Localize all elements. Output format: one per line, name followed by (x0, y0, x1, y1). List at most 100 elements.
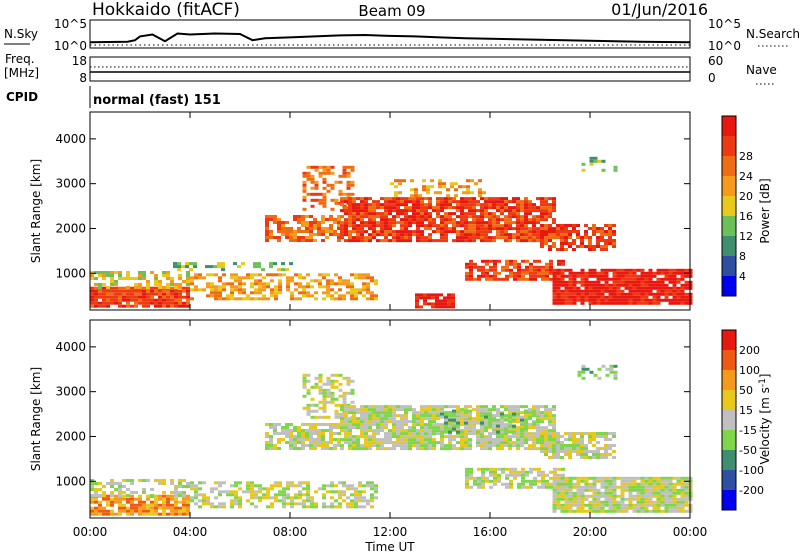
heatmap-cell (130, 289, 134, 293)
heatmap-cell (126, 289, 130, 293)
heatmap-cell (464, 435, 468, 439)
heatmap-cell (524, 409, 528, 413)
heatmap-cell (596, 286, 601, 290)
heatmap-cell (524, 239, 528, 243)
heatmap-cell (528, 221, 532, 225)
heatmap-cell (560, 441, 564, 444)
heatmap-cell (310, 204, 315, 208)
heatmap-cell (504, 408, 508, 412)
heatmap-cell (194, 276, 198, 280)
heatmap-cell (560, 295, 565, 299)
heatmap-cell (652, 295, 657, 299)
heatmap-cell (246, 487, 250, 491)
heatmap-cell (427, 302, 431, 306)
heatmap-cell (500, 203, 504, 207)
heatmap-cell (436, 215, 440, 219)
heatmap-cell (270, 484, 274, 488)
heatmap-cell (301, 429, 305, 432)
heatmap-cell (632, 283, 637, 287)
heatmap-cell (270, 496, 274, 500)
heatmap-cell (636, 268, 641, 272)
heatmap-cell (520, 206, 524, 210)
heatmap-cell (400, 426, 404, 430)
heatmap-cell (416, 200, 420, 204)
heatmap-cell (254, 490, 258, 494)
heatmap-cell (541, 482, 545, 486)
heatmap-cell (350, 180, 355, 184)
heatmap-cell (556, 479, 561, 483)
colorbar-tick-label: 4 (739, 270, 746, 283)
heatmap-cell (604, 497, 609, 501)
heatmap-cell (588, 485, 593, 489)
heatmap-cell (505, 476, 509, 480)
heatmap-cell (532, 421, 536, 425)
heatmap-cell (600, 245, 604, 248)
heatmap-cell (584, 230, 588, 233)
heatmap-cell (500, 197, 504, 201)
heatmap-cell (448, 441, 452, 445)
heatmap-cell (194, 288, 198, 292)
heatmap-cell (524, 447, 528, 451)
heatmap-cell (330, 394, 335, 398)
heatmap-cell (472, 212, 476, 216)
heatmap-cell (384, 408, 388, 412)
heatmap-cell (94, 277, 98, 280)
heatmap-cell (540, 426, 544, 430)
heatmap-cell (305, 230, 309, 233)
heatmap-cell (396, 420, 400, 424)
heatmap-cell (427, 293, 431, 297)
heatmap-cell (472, 420, 476, 424)
heatmap-cell (90, 482, 94, 485)
heatmap-cell (549, 485, 553, 489)
heatmap-cell (400, 218, 404, 222)
heatmap-cell (358, 505, 362, 509)
heatmap-cell (146, 506, 150, 510)
heatmap-cell (505, 467, 509, 471)
heatmap-cell (456, 206, 460, 210)
heatmap-cell (608, 494, 613, 498)
heatmap-cell (415, 299, 419, 303)
heatmap-cell (392, 405, 396, 409)
heatmap-cell (676, 301, 681, 305)
heatmap-cell (122, 491, 126, 494)
heatmap-cell (380, 438, 384, 442)
heatmap-cell (525, 271, 529, 275)
heatmap-cell (396, 432, 400, 436)
heatmap-cell (470, 191, 474, 195)
heatmap-cell (258, 487, 262, 491)
heatmap-cell (273, 444, 277, 447)
heatmap-cell (509, 470, 513, 474)
heatmap-cell (384, 221, 388, 225)
heatmap-cell (596, 497, 601, 501)
heatmap-cell (274, 294, 278, 298)
heatmap-cell (392, 224, 396, 228)
heatmap-cell (580, 289, 585, 293)
heatmap-cell (452, 444, 456, 448)
heatmap-cell (509, 467, 513, 471)
heatmap-cell (210, 285, 214, 289)
heatmap-cell (370, 481, 374, 485)
heatmap-cell (306, 490, 310, 494)
heatmap-cell (496, 230, 500, 234)
heatmap-cell (321, 233, 325, 236)
heatmap-cell (552, 283, 557, 287)
heatmap-cell (604, 268, 609, 272)
heatmap-cell (500, 233, 504, 237)
heatmap-cell (524, 197, 528, 201)
heatmap-cell (612, 485, 617, 489)
heatmap-cell (130, 512, 134, 516)
heatmap-cell (356, 239, 360, 243)
heatmap-cell (416, 429, 420, 433)
heatmap-cell (596, 280, 601, 284)
heatmap-cell (162, 512, 166, 516)
heatmap-cell (568, 444, 572, 447)
heatmap-cell (419, 296, 423, 300)
heatmap-cell (150, 271, 154, 274)
heatmap-cell (584, 274, 589, 278)
heatmap-cell (230, 294, 234, 298)
heatmap-cell (290, 481, 294, 485)
heatmap-cell (492, 221, 496, 225)
heatmap-cell (218, 297, 222, 301)
heatmap-cell (540, 447, 544, 451)
heatmap-cell (465, 265, 469, 269)
